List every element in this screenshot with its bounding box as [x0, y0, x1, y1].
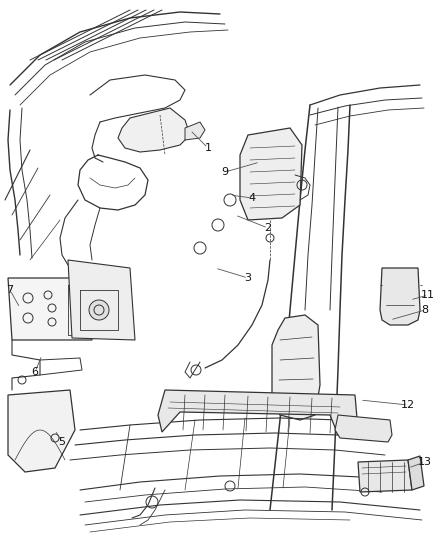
Polygon shape — [118, 108, 190, 152]
Polygon shape — [240, 128, 302, 220]
Polygon shape — [8, 278, 92, 340]
Text: 5: 5 — [59, 437, 66, 447]
Text: 12: 12 — [401, 400, 415, 410]
Text: 3: 3 — [244, 273, 251, 283]
Polygon shape — [358, 460, 412, 492]
Text: 4: 4 — [248, 193, 255, 203]
Polygon shape — [68, 260, 135, 340]
Text: 6: 6 — [32, 367, 39, 377]
Polygon shape — [272, 315, 320, 420]
Text: 1: 1 — [205, 143, 212, 153]
Text: 8: 8 — [421, 305, 428, 315]
Text: 2: 2 — [265, 223, 272, 233]
Polygon shape — [408, 456, 424, 490]
Text: 7: 7 — [7, 285, 14, 295]
Polygon shape — [335, 415, 392, 442]
Polygon shape — [8, 390, 75, 472]
Polygon shape — [380, 268, 420, 325]
Polygon shape — [158, 390, 358, 435]
Text: 13: 13 — [418, 457, 432, 467]
Circle shape — [89, 300, 109, 320]
Polygon shape — [185, 122, 205, 140]
Text: 11: 11 — [421, 290, 435, 300]
Text: 9: 9 — [222, 167, 229, 177]
